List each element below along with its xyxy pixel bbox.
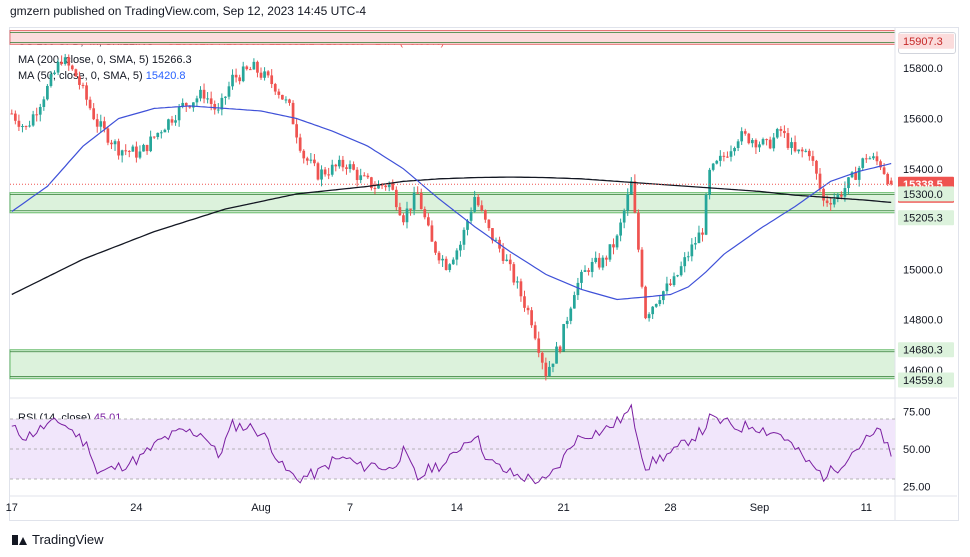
low-value: L15331.1	[268, 36, 315, 48]
tradingview-logo-icon	[12, 534, 27, 545]
high-value: H15356.6	[217, 36, 266, 48]
currency-button[interactable]: USD	[898, 32, 956, 54]
ma200-value: 15266.3	[151, 54, 192, 66]
rsi-legend[interactable]: RSI (14, close) 45.01	[18, 412, 121, 424]
ma200-legend[interactable]: MA (200, close, 0, SMA, 5) 15266.3	[18, 54, 192, 66]
rsi-value: 45.01	[93, 412, 122, 424]
rsi-label: RSI (14, close)	[18, 412, 91, 424]
close-value: C15338.5	[317, 36, 366, 48]
footer-brand-label: TradingView	[32, 532, 104, 547]
ma50-value: 15420.8	[145, 70, 186, 82]
footer-brand[interactable]: TradingView	[12, 532, 104, 547]
symbol-legend[interactable]: US 100 CFD, 4h, SKILLING O15352.8 H15356…	[18, 36, 444, 48]
chart-frame	[9, 27, 959, 521]
publisher-caption: gmzern published on TradingView.com, Sep…	[10, 4, 366, 18]
change-value: −14.4 (−0.09%)	[368, 36, 445, 48]
ma200-label: MA (200, close, 0, SMA, 5)	[18, 54, 149, 66]
ma50-legend[interactable]: MA (50, close, 0, SMA, 5) 15420.8	[18, 70, 186, 82]
symbol-name: US 100 CFD, 4h, SKILLING	[18, 36, 155, 48]
open-value: O15352.8	[166, 36, 215, 48]
ma50-label: MA (50, close, 0, SMA, 5)	[18, 70, 143, 82]
